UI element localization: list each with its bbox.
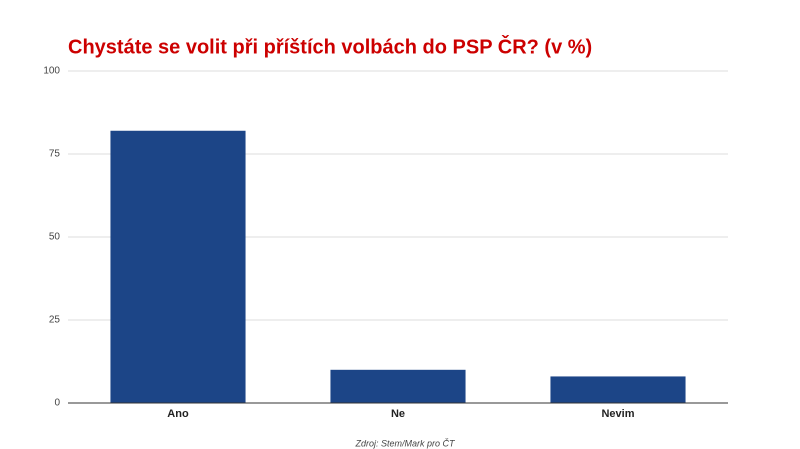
chart-title: Chystáte se volit při příštích volbách d… xyxy=(68,34,592,58)
source-note: Zdroj: Stem/Mark pro ČT xyxy=(354,438,456,448)
y-tick-label: 25 xyxy=(49,315,61,326)
bar xyxy=(550,376,686,403)
bar xyxy=(330,369,466,403)
y-tick-label: 75 xyxy=(49,149,61,160)
x-tick-label: Ano xyxy=(167,408,189,420)
x-tick-label: Ne xyxy=(391,408,405,420)
y-tick-label: 100 xyxy=(43,66,60,77)
bar xyxy=(110,130,246,403)
y-tick-label: 0 xyxy=(54,398,60,409)
x-tick-label: Nevim xyxy=(601,408,634,420)
y-tick-label: 50 xyxy=(49,232,61,243)
